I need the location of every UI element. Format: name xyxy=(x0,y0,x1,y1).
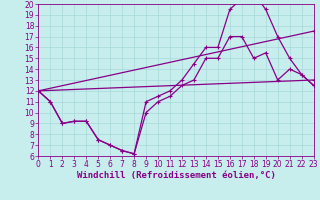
X-axis label: Windchill (Refroidissement éolien,°C): Windchill (Refroidissement éolien,°C) xyxy=(76,171,276,180)
